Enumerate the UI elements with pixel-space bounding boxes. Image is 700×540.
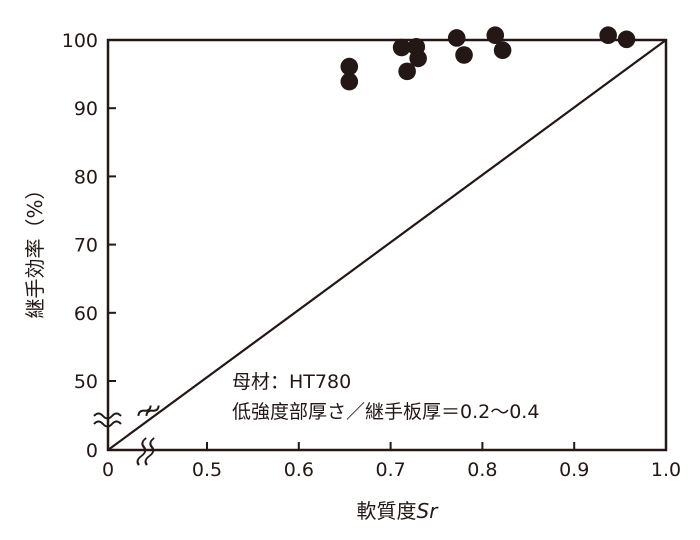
diagonal-break-mark bbox=[145, 405, 160, 416]
data-point bbox=[340, 57, 359, 76]
x-axis-ticks: 0 0.5 0.6 0.7 0.8 0.9 1.0 bbox=[102, 442, 681, 481]
y-tick-label: 90 bbox=[74, 98, 98, 120]
x-tick-label: 1.0 bbox=[651, 459, 681, 481]
x-axis-break-mark bbox=[144, 437, 155, 466]
annotation-base-material: 母材：HT780 bbox=[232, 371, 351, 393]
y-axis-break-mark bbox=[93, 412, 122, 420]
reference-line-segment bbox=[107, 39, 667, 451]
x-tick-label: 0.7 bbox=[375, 459, 405, 481]
data-point bbox=[392, 38, 411, 57]
data-point bbox=[340, 72, 359, 91]
data-point bbox=[447, 29, 466, 47]
data-point bbox=[455, 46, 473, 64]
axis-break-marks bbox=[93, 405, 160, 466]
data-points bbox=[340, 26, 636, 91]
y-axis-break-mark bbox=[93, 420, 122, 428]
reference-line bbox=[107, 39, 667, 451]
x-axis-label-var: Sr bbox=[417, 499, 440, 523]
x-tick-label: 0.9 bbox=[559, 459, 589, 481]
x-tick-label: 0 bbox=[102, 459, 114, 481]
data-point bbox=[617, 30, 636, 49]
x-axis-label: 軟質度Sr bbox=[357, 499, 440, 523]
x-tick-label: 0.8 bbox=[467, 459, 497, 481]
x-axis-label-text: 軟質度 bbox=[357, 499, 417, 523]
x-tick-label: 0.5 bbox=[192, 459, 222, 481]
data-point bbox=[599, 26, 617, 45]
y-axis-ticks: 0 50 60 70 80 90 100 bbox=[62, 30, 116, 462]
diagonal-break-mark bbox=[137, 405, 152, 416]
y-tick-label: 80 bbox=[74, 166, 98, 188]
x-axis-break-mark bbox=[136, 437, 147, 466]
y-tick-label: 100 bbox=[62, 30, 98, 52]
data-point bbox=[486, 26, 505, 45]
y-tick-label: 0 bbox=[86, 440, 98, 462]
y-tick-label: 60 bbox=[74, 303, 98, 325]
y-tick-label: 70 bbox=[74, 235, 98, 257]
y-tick-label: 50 bbox=[74, 371, 98, 393]
data-point bbox=[493, 41, 512, 60]
y-axis-label: 継手効率（%） bbox=[23, 179, 47, 318]
annotation-thickness-ratio: 低強度部厚さ／継手板厚＝0.2〜0.4 bbox=[232, 401, 539, 423]
data-point bbox=[398, 62, 416, 81]
x-tick-label: 0.6 bbox=[284, 459, 314, 481]
data-point bbox=[409, 49, 427, 68]
